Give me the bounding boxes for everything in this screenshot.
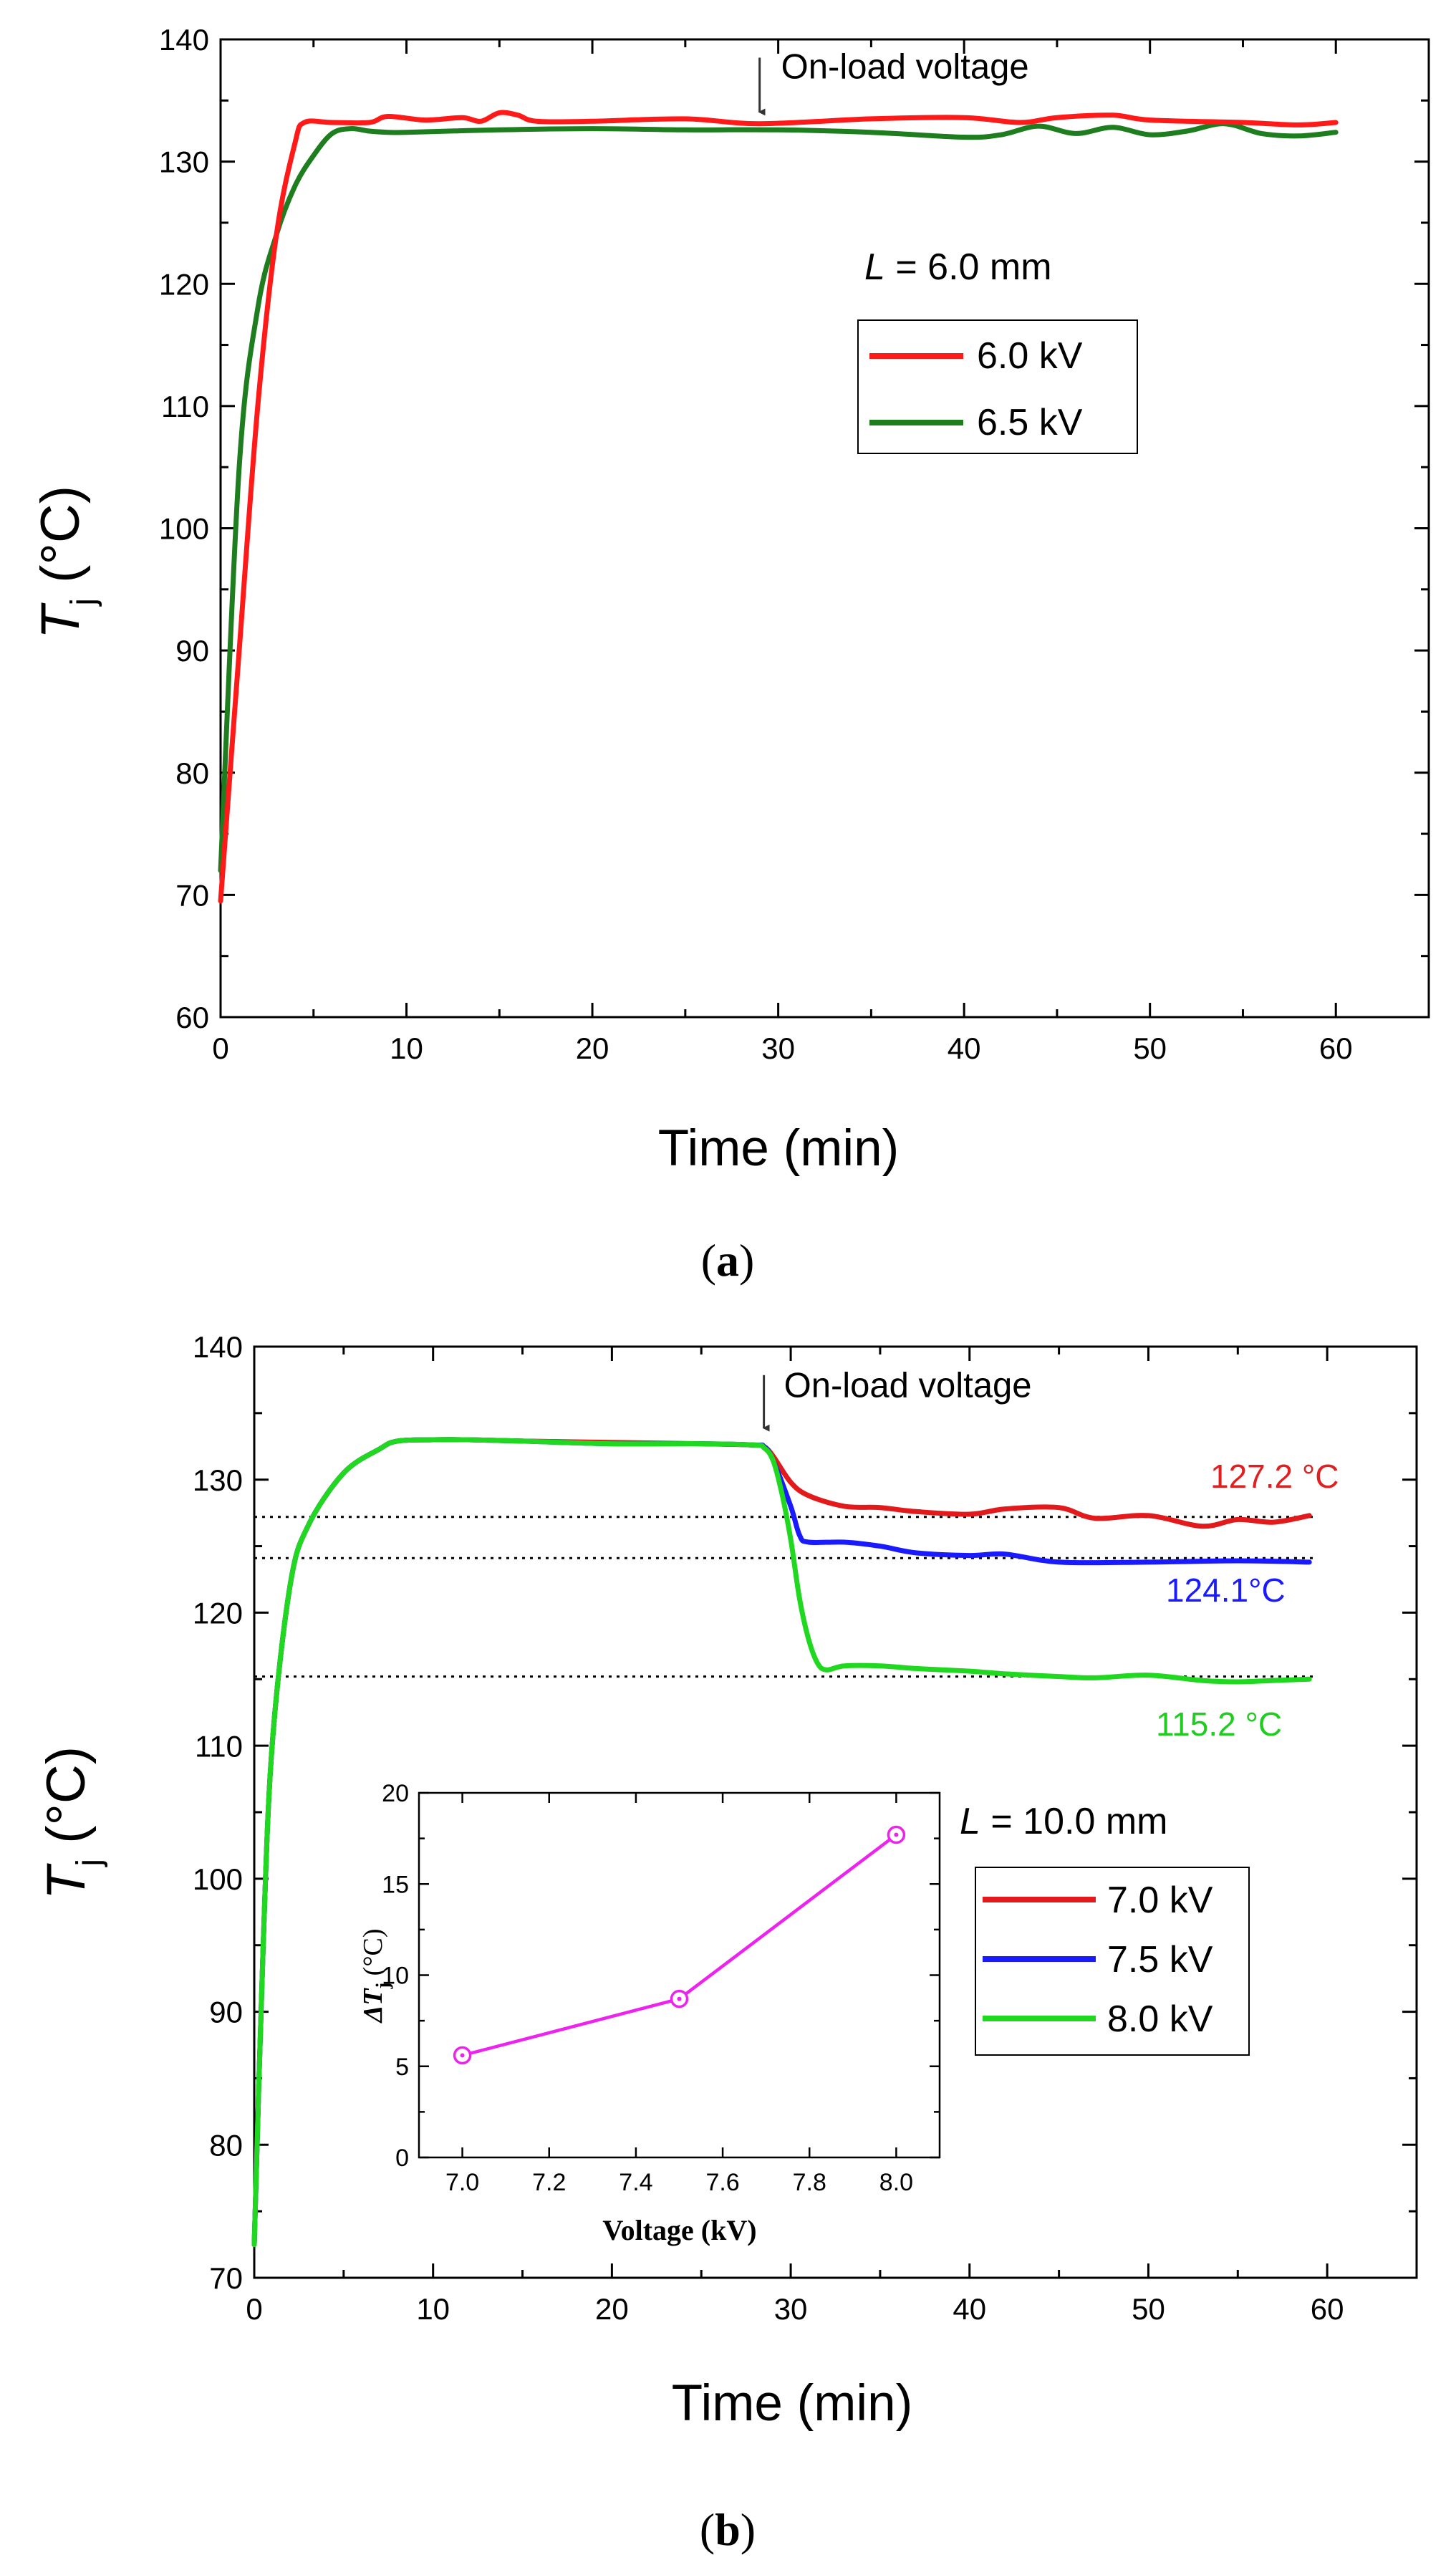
inset-xtick-label: 7.8 bbox=[793, 2169, 826, 2196]
chart-a-ytick-label: 100 bbox=[159, 512, 209, 546]
legend-b-title: L = 10.0 mm bbox=[960, 1801, 1167, 1842]
inset-ytick-label: 20 bbox=[382, 1780, 409, 1807]
legend-a-label-6-0kv: 6.0 kV bbox=[977, 335, 1083, 377]
chart-a-ytick-label: 110 bbox=[161, 390, 209, 423]
chart-a-ylabel: Tj (°C) bbox=[30, 486, 102, 639]
chart-a-annotation: On-load voltage bbox=[758, 47, 1029, 116]
chart-b-ytick-label: 120 bbox=[193, 1597, 243, 1630]
chart-a-axes: 0 10 20 30 40 50 60 60 70 80 90 100 110 120 130 140 bbox=[159, 23, 1430, 1065]
chart-a-ytick-label: 90 bbox=[175, 634, 209, 668]
on-load-voltage-label-b: On-load voltage bbox=[784, 1367, 1032, 1405]
chart-b-xtick-label: 0 bbox=[246, 2292, 262, 2326]
chart-a-plot-frame bbox=[219, 38, 1430, 1019]
ref-label-1: 124.1°C bbox=[1166, 1572, 1286, 1609]
legend-b-label-7-5kv: 7.5 kV bbox=[1107, 1939, 1213, 1981]
inset-xtick-label: 7.2 bbox=[532, 2169, 566, 2196]
legend-a-title: L = 6.0 mm bbox=[864, 246, 1052, 288]
inset-ylabel: ΔTj (°C) bbox=[358, 1928, 393, 2024]
inset-xtick-label: 7.6 bbox=[705, 2169, 739, 2196]
chart-a-xtick-label: 50 bbox=[1133, 1031, 1167, 1065]
caption-b: (b) bbox=[700, 2504, 756, 2555]
chart-b-ytick-label: 70 bbox=[209, 2261, 243, 2295]
chart-a-xtick-label: 0 bbox=[212, 1031, 228, 1065]
chart-a-xtick-label: 20 bbox=[576, 1031, 609, 1065]
chart-a-ytick-label: 130 bbox=[159, 145, 209, 179]
chart-b-xtick-label: 10 bbox=[416, 2292, 450, 2326]
legend-a: L = 6.0 mm 6.0 kV 6.5 kV bbox=[857, 246, 1138, 454]
inset-marker-dot bbox=[460, 2053, 465, 2058]
chart-a-line-60kV bbox=[218, 110, 1339, 904]
inset-xlabel: Voltage (kV) bbox=[602, 2214, 756, 2246]
inset-xtick-label: 7.0 bbox=[445, 2169, 479, 2196]
legend-b-label-8-0kv: 8.0 kV bbox=[1107, 1998, 1213, 2040]
inset-xtick-label: 7.4 bbox=[619, 2169, 652, 2196]
chart-a-xlabel: Time (min) bbox=[658, 1120, 900, 1177]
chart-b-xtick-label: 50 bbox=[1132, 2292, 1165, 2326]
chart-a-ytick-label: 140 bbox=[159, 23, 209, 57]
chart-a-ytick-label: 60 bbox=[175, 1001, 209, 1034]
on-load-voltage-label-a: On-load voltage bbox=[781, 47, 1029, 86]
ref-label-2: 115.2 °C bbox=[1156, 1705, 1282, 1743]
chart-b-series bbox=[251, 1437, 1312, 2248]
inset-ytick-label: 5 bbox=[395, 2054, 409, 2081]
inset-ytick-label: 10 bbox=[382, 1963, 409, 1990]
chart-b-ytick-label: 110 bbox=[195, 1729, 243, 1763]
chart-b-xtick-label: 20 bbox=[595, 2292, 629, 2326]
legend-a-box bbox=[857, 319, 1138, 454]
inset-marker-dot bbox=[677, 1996, 682, 2001]
chart-b-ylabel: Tj (°C) bbox=[36, 1746, 108, 1900]
legend-a-label-6-5kv: 6.5 kV bbox=[977, 402, 1083, 443]
chart-a-line-65kV bbox=[218, 121, 1339, 873]
inset-ytick-label: 0 bbox=[395, 2145, 409, 2172]
chart-a-series bbox=[218, 110, 1339, 904]
chart-a-ytick-label: 80 bbox=[175, 756, 209, 790]
inset-background bbox=[412, 1788, 945, 2163]
chart-b-ytick-label: 140 bbox=[193, 1330, 243, 1364]
chart-b-xtick-label: 40 bbox=[953, 2292, 986, 2326]
chart-b-ytick-label: 100 bbox=[193, 1862, 243, 1896]
chart-a-xtick-label: 10 bbox=[390, 1031, 423, 1065]
chart-a-ytick-label: 120 bbox=[159, 267, 209, 301]
inset-ytick-label: 15 bbox=[382, 1871, 409, 1898]
chart-a-ytick-label: 70 bbox=[175, 878, 209, 912]
legend-b: L = 10.0 mm 7.0 kV 7.5 kV 8.0 kV bbox=[960, 1801, 1250, 2056]
caption-a: (a) bbox=[701, 1235, 755, 1286]
chart-b-line-80kV bbox=[251, 1437, 1312, 2248]
chart-a: 0 10 20 30 40 50 60 60 70 80 90 100 110 120 130 140 On-… bbox=[30, 23, 1430, 1177]
chart-a-xtick-label: 40 bbox=[948, 1031, 981, 1065]
chart-b-xtick-label: 60 bbox=[1311, 2292, 1344, 2326]
chart-b-ytick-label: 80 bbox=[209, 2128, 243, 2162]
chart-b-reference-lines: 127.2 °C 124.1°C 115.2 °C bbox=[254, 1458, 1339, 1743]
chart-a-xtick-label: 30 bbox=[761, 1031, 795, 1065]
inset-marker-dot bbox=[894, 1832, 899, 1837]
inset-xtick-label: 8.0 bbox=[879, 2169, 913, 2196]
ref-label-0: 127.2 °C bbox=[1210, 1458, 1339, 1495]
chart-a-xtick-label: 60 bbox=[1319, 1031, 1353, 1065]
chart-b-annotation: On-load voltage bbox=[762, 1367, 1032, 1432]
chart-b-xtick-label: 30 bbox=[774, 2292, 808, 2326]
inset-series bbox=[453, 1825, 906, 2065]
chart-b-ytick-label: 130 bbox=[193, 1463, 243, 1497]
chart-b-ytick-label: 90 bbox=[209, 1996, 243, 2029]
chart-b-xlabel: Time (min) bbox=[672, 2375, 913, 2432]
inset-axes: 7.0 7.2 7.4 7.6 7.8 8.0 0 5 10 15 20 bbox=[382, 1780, 941, 2196]
legend-b-label-7-0kv: 7.0 kV bbox=[1107, 1880, 1213, 1921]
